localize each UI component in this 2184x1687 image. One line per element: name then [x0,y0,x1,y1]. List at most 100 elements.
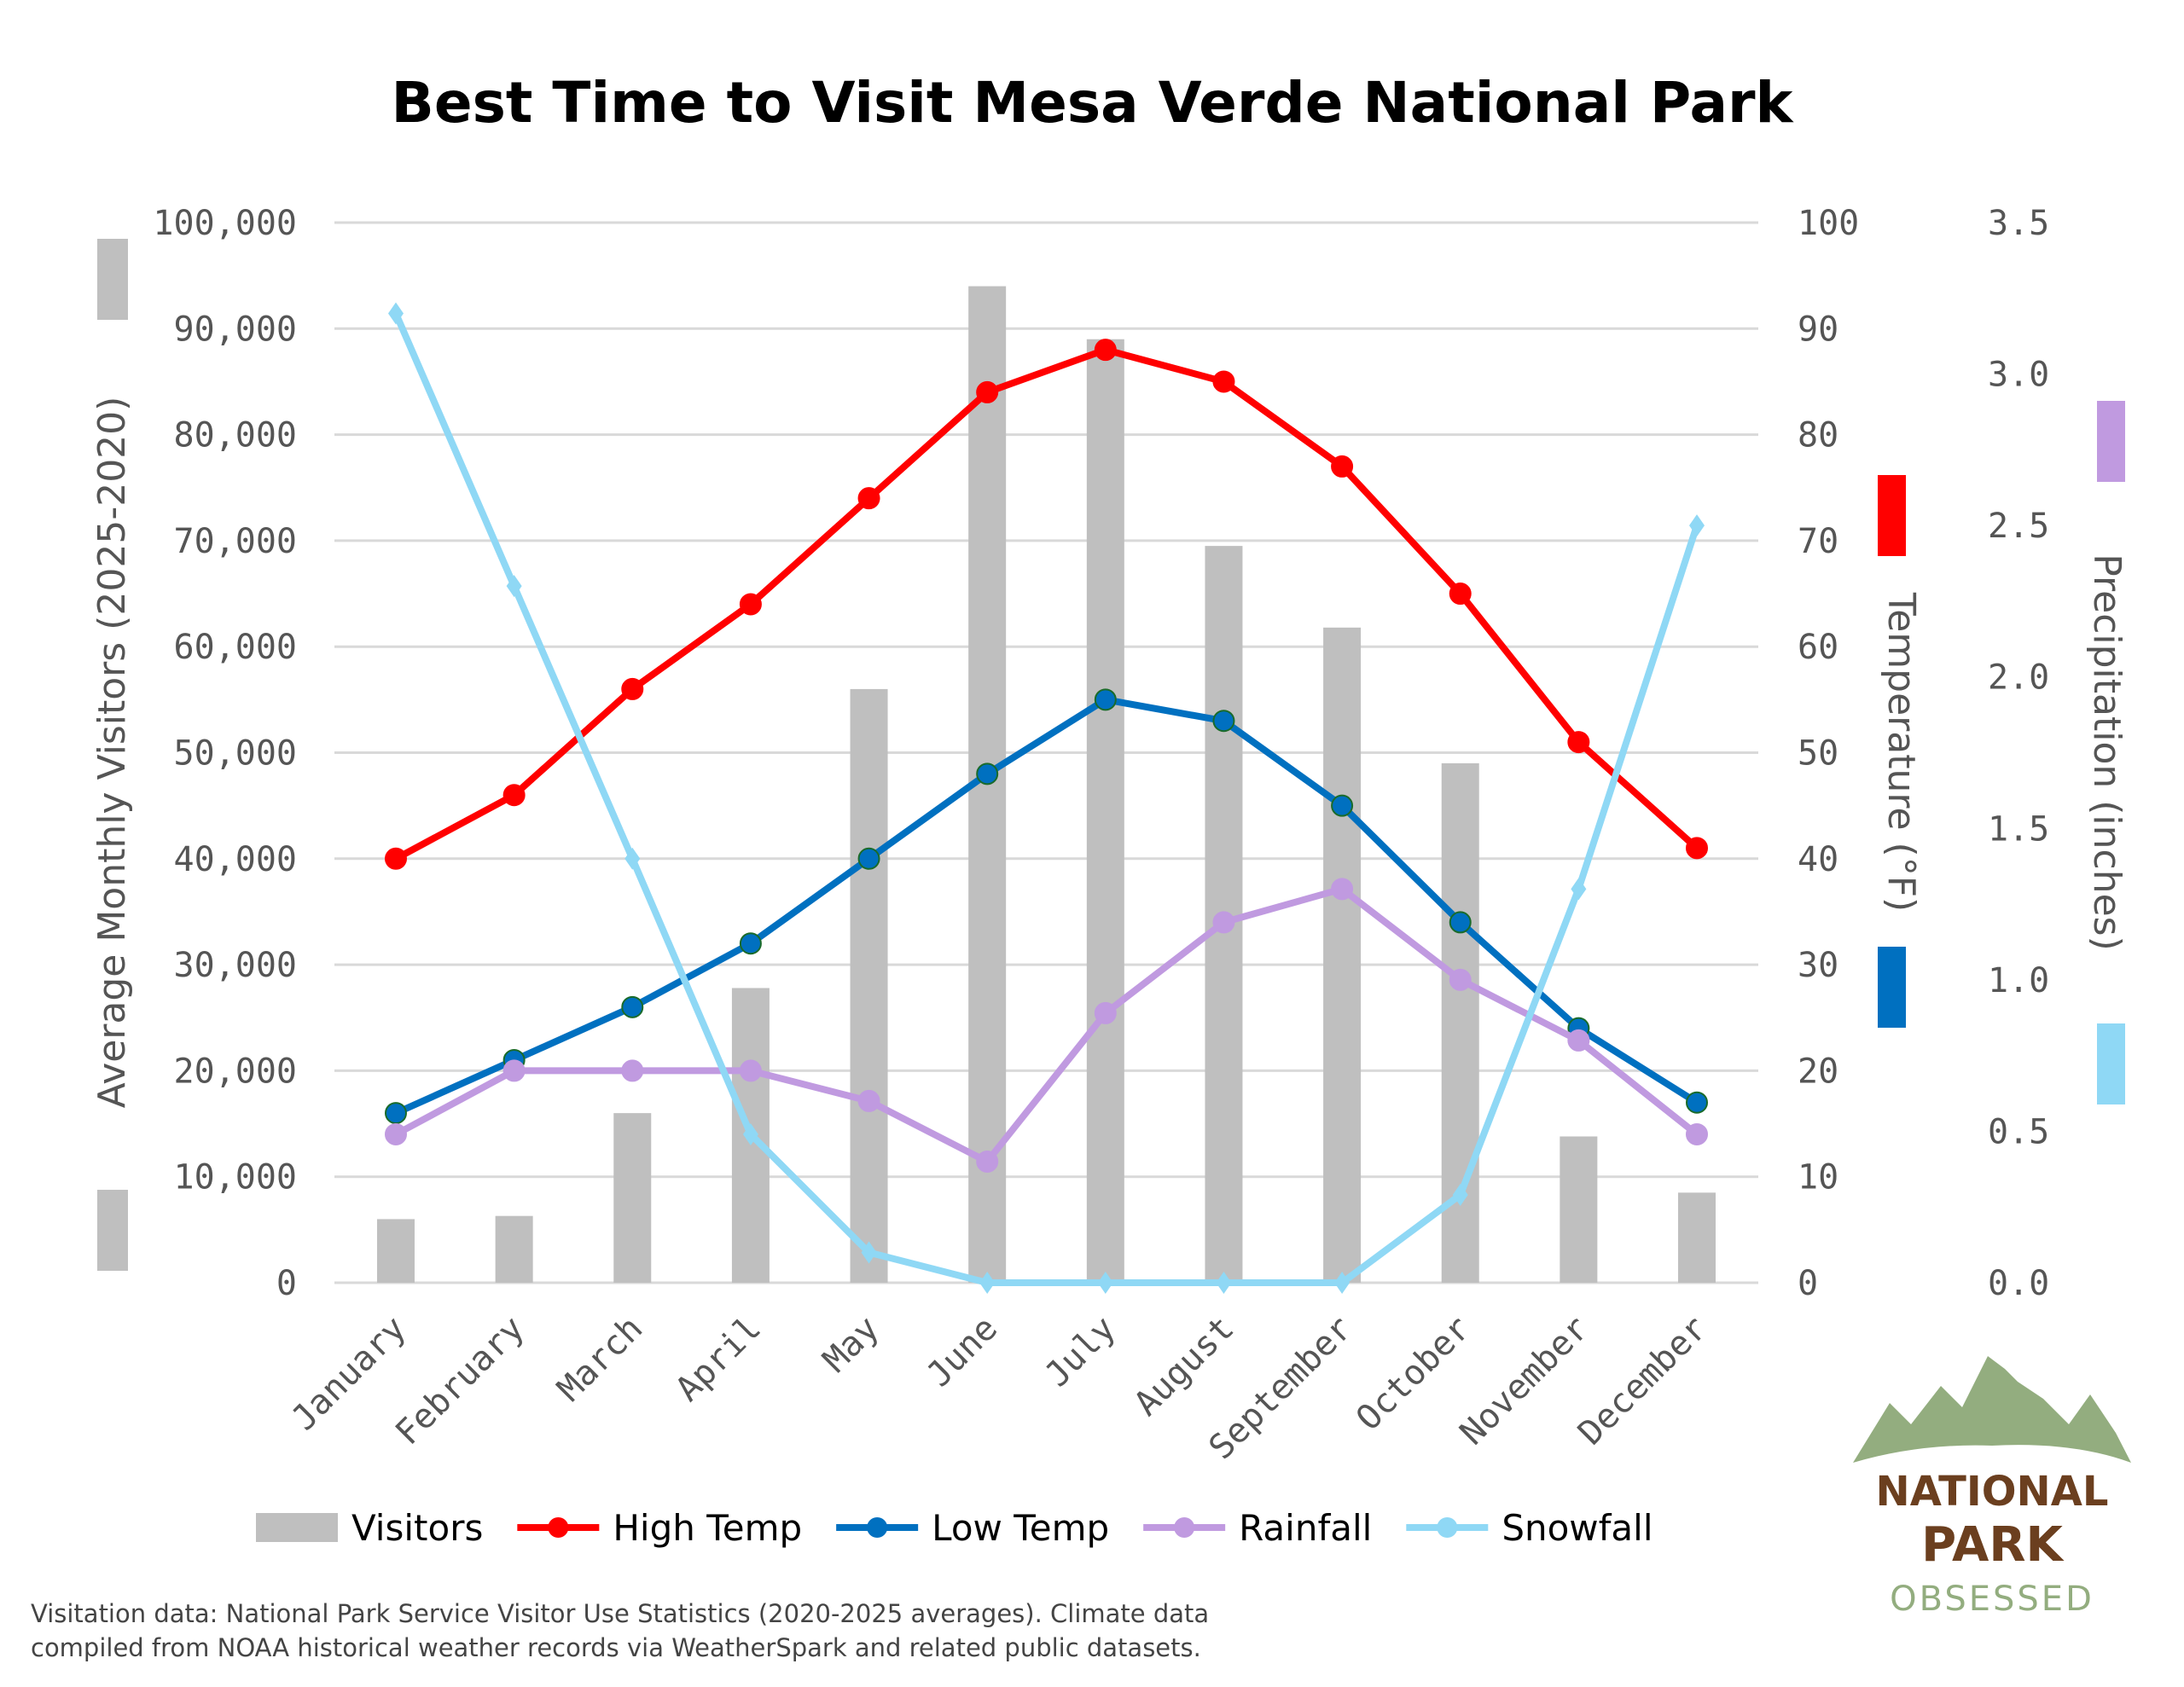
precip-tick-label: 1.0 [1988,961,2049,1000]
precip-tick-label: 3.0 [1988,356,2049,395]
legend-label: Visitors [351,1507,483,1549]
temp-tick-label: 70 [1798,522,1838,561]
logo-mountains [1853,1356,2131,1463]
x-label: May [816,1309,887,1381]
temp-tick-label: 40 [1798,840,1838,879]
bar-visitors [850,688,888,1283]
point-rainfall [1567,1029,1590,1052]
precip-tick-label: 3.5 [1988,204,2049,243]
point-snowfall [861,1241,877,1264]
rainfall-axis-swatch [2097,401,2125,482]
line-high-temp [394,346,1699,862]
temp-tick-label: 0 [1798,1264,1818,1303]
left-tick-label: 40,000 [174,840,298,879]
high-temp-axis-swatch [1878,475,1906,556]
point-low-temp [621,995,644,1018]
point-snowfall [1689,514,1705,537]
point-snowfall [1097,1272,1113,1294]
chart-title: Best Time to Visit Mesa Verde National P… [392,70,1795,136]
temp-tick-label: 90 [1798,310,1838,349]
bar-visitors [1560,1136,1598,1283]
point-rainfall [1449,968,1472,991]
series-lines [385,302,1708,1294]
point-low-temp [739,932,762,955]
point-rainfall [1212,911,1235,934]
point-rainfall [1686,1122,1708,1145]
point-low-temp [976,762,999,786]
point-snowfall [388,302,404,325]
point-low-temp [1094,688,1117,711]
x-label: February [388,1309,532,1453]
logo: NATIONAL PARK OBSESSED [1853,1356,2131,1619]
bar-visitors [1678,1192,1716,1283]
visitors-axis-swatch-top [97,239,128,320]
point-high-temp [976,380,999,403]
footnote-line-2: compiled from NOAA historical weather re… [31,1633,1201,1662]
point-rainfall [621,1059,644,1082]
bar-visitors [377,1219,415,1283]
gridlines [334,221,1758,1284]
bar-visitors [495,1215,533,1283]
point-low-temp [1449,911,1472,934]
precip-axis-title: Precipitation (inches) [2085,554,2129,951]
legend-swatch-marker [548,1517,569,1538]
precip-tick-label: 1.5 [1988,809,2049,849]
x-label: November [1453,1309,1597,1453]
x-label: June [920,1309,1006,1395]
line-rainfall [394,885,1699,1165]
point-high-temp [502,784,526,807]
point-low-temp [1331,794,1354,817]
point-high-temp [1686,837,1708,860]
point-high-temp [1094,339,1117,362]
x-label: August [1127,1309,1242,1424]
point-high-temp [857,487,880,510]
point-high-temp [385,847,407,870]
legend-swatch-marker [867,1517,888,1538]
logo-line-1: NATIONAL [1876,1468,2109,1516]
point-snowfall [742,1122,758,1145]
left-tick-label: 70,000 [174,522,298,561]
point-snowfall [624,847,641,870]
temp-axis-title: Temperature (°F) [1879,592,1923,912]
point-high-temp [1449,583,1472,606]
left-tick-label: 100,000 [153,204,297,243]
legend-label: Rainfall [1239,1507,1372,1549]
point-low-temp [385,1102,407,1125]
point-rainfall [739,1059,762,1082]
point-low-temp [857,847,880,870]
legend: Visitors High Temp Low Temp Rainfall Snowfal… [256,1507,1653,1549]
point-high-temp [621,677,644,700]
legend-swatch-marker [1174,1517,1195,1538]
line-low-temp [394,696,1699,1116]
left-tick-label: 80,000 [174,416,298,455]
x-label: April [668,1309,769,1410]
legend-swatch-marker [1437,1517,1458,1538]
point-high-temp [1567,731,1590,754]
point-low-temp [1212,710,1235,733]
precip-tick-label: 0.5 [1988,1112,2049,1151]
point-snowfall [1571,878,1587,901]
line-snowfall [392,311,1700,1286]
temp-tick-label: 80 [1798,416,1838,455]
bar-visitors [613,1113,652,1283]
left-tick-label: 30,000 [174,946,298,985]
left-tick-label: 50,000 [174,734,298,774]
point-snowfall [1452,1184,1468,1207]
point-high-temp [739,593,762,616]
temp-tick-label: 50 [1798,734,1838,774]
temp-tick-label: 10 [1798,1158,1838,1197]
x-label: March [550,1309,651,1410]
logo-line-2: PARK [1921,1517,2065,1573]
left-tick-label: 0 [276,1264,297,1303]
precip-tick-label: 2.5 [1988,507,2049,546]
temp-tick-label: 30 [1798,946,1838,985]
legend-label: High Temp [613,1507,802,1549]
point-rainfall [385,1122,407,1145]
left-tick-label: 60,000 [174,628,298,667]
axis-ticks: 0 10,000 20,000 30,000 40,000 50,000 60,000 70,… [153,204,2049,1303]
low-temp-axis-swatch [1878,947,1906,1028]
precip-tick-label: 0.0 [1988,1264,2049,1303]
point-snowfall [1334,1272,1350,1294]
footnote-line-1: Visitation data: National Park Service V… [31,1599,1209,1628]
point-high-temp [1331,455,1354,478]
